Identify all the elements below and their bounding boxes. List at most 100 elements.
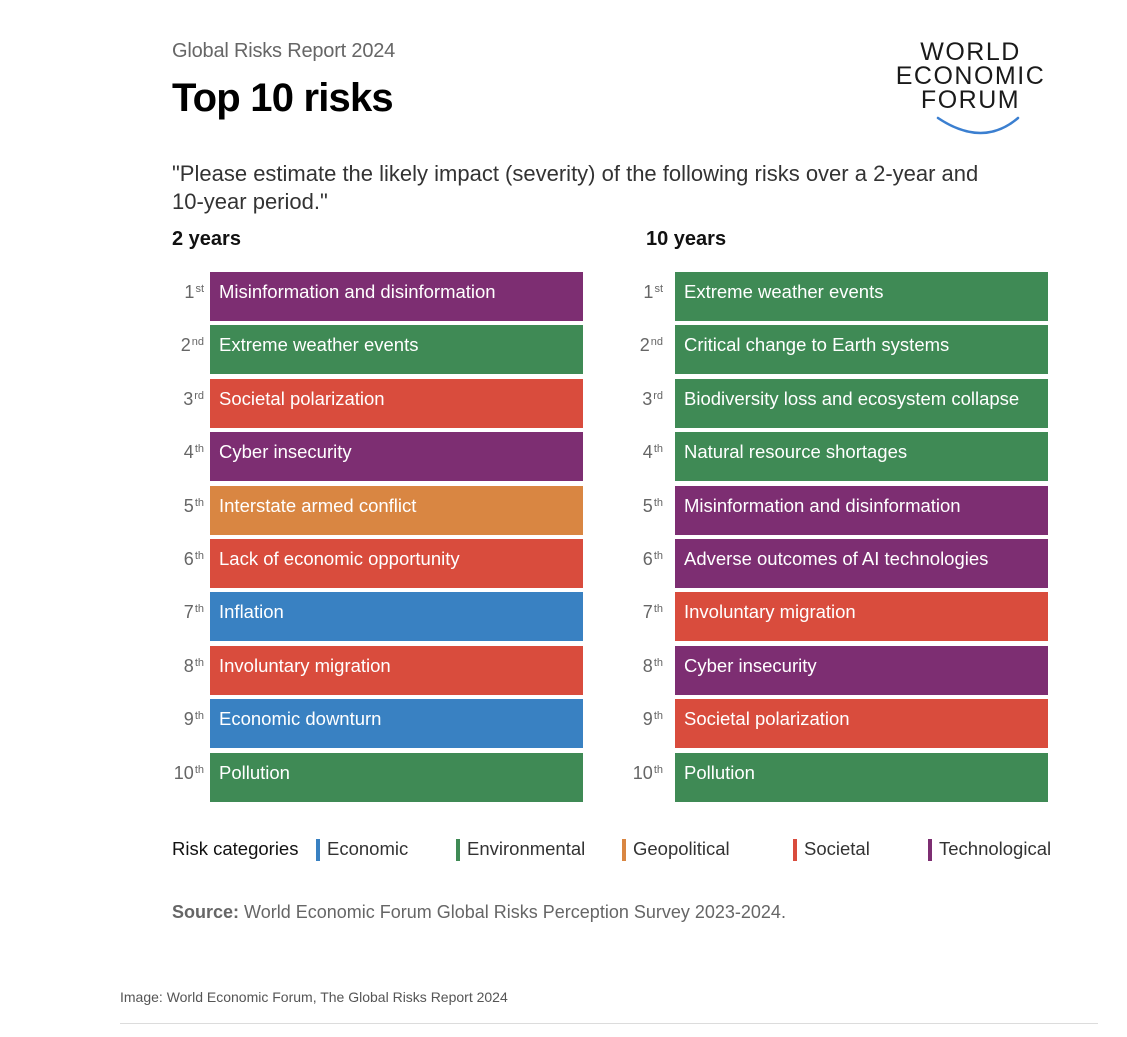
rank-suffix: st: [654, 283, 663, 295]
legend-label: Risk categories: [172, 838, 299, 859]
rank-suffix: rd: [194, 389, 204, 402]
legend-swatch: [456, 839, 460, 861]
rank-label: 8th: [631, 656, 663, 677]
risk-row: 8th Involuntary migration: [172, 645, 584, 695]
rank-label: 2nd: [172, 335, 204, 356]
legend-text: Geopolitical: [633, 838, 730, 859]
risk-bar: Misinformation and disinformation: [210, 272, 583, 321]
rank-number: 1: [643, 282, 654, 302]
report-kicker: Global Risks Report 2024: [172, 40, 396, 62]
risk-row: 1st Extreme weather events: [637, 272, 1049, 321]
rank-number: 8: [642, 655, 653, 676]
rank-suffix: th: [653, 496, 663, 509]
rank-label: 1st: [172, 282, 204, 303]
risk-list-2-years: 1st Misinformation and disinformation 2nd E…: [172, 272, 584, 806]
rank-label: 2nd: [631, 335, 663, 356]
risk-row: 1st Misinformation and disinformation: [172, 272, 584, 321]
risk-row: 7th Involuntary migration: [637, 592, 1049, 642]
logo-arc-icon: [936, 116, 1020, 135]
rank-suffix: th: [194, 710, 204, 723]
risk-label: Interstate armed conflict: [219, 494, 417, 516]
risk-row: 10th Pollution: [172, 752, 584, 802]
risk-row: 4th Natural resource shortages: [637, 432, 1049, 482]
risk-bar: Pollution: [675, 752, 1048, 802]
risk-label: Involuntary migration: [684, 601, 856, 623]
rank-suffix: th: [653, 443, 663, 456]
risk-row: 4th Cyber insecurity: [172, 432, 584, 482]
legend-text: Societal: [804, 838, 870, 859]
risk-row: 3rd Societal polarization: [172, 378, 584, 428]
legend-swatch: [928, 839, 932, 861]
legend-swatch: [793, 839, 797, 861]
logo-word-2: ECONOMIC: [895, 62, 1046, 90]
risk-bar: Extreme weather events: [675, 272, 1048, 321]
page-title: Top 10 risks: [172, 76, 394, 120]
risk-label: Natural resource shortages: [684, 441, 908, 463]
risk-label: Economic downturn: [219, 708, 382, 730]
risk-label: Pollution: [219, 761, 290, 783]
risk-label: Lack of economic opportunity: [219, 547, 460, 569]
rank-label: 7th: [631, 602, 663, 623]
rank-suffix: th: [653, 549, 663, 562]
legend-swatch: [316, 839, 320, 861]
rank-label: 5th: [631, 496, 663, 517]
risk-row: 8th Cyber insecurity: [637, 645, 1049, 695]
rank-suffix: th: [194, 549, 204, 562]
risk-row: 9th Societal polarization: [637, 699, 1049, 749]
rank-suffix: th: [194, 656, 204, 669]
rank-suffix: rd: [653, 389, 663, 402]
rank-label: 6th: [172, 549, 204, 570]
risk-bar: Societal polarization: [210, 378, 583, 428]
rank-suffix: th: [194, 763, 204, 776]
risk-bar: Inflation: [210, 592, 583, 642]
rank-label: 6th: [631, 549, 663, 570]
risk-bar: Economic downturn: [210, 699, 583, 749]
rank-label: 4th: [631, 442, 663, 463]
risk-bar: Involuntary migration: [675, 592, 1048, 642]
risk-label: Critical change to Earth systems: [684, 334, 950, 356]
image-credit: Image: World Economic Forum, The Global …: [120, 989, 508, 1005]
risk-bar: Extreme weather events: [210, 325, 583, 375]
wef-logo[interactable]: WORLD ECONOMIC FORUM: [888, 38, 1053, 136]
risk-bar: Natural resource shortages: [675, 432, 1048, 482]
risk-row: 5th Misinformation and disinformation: [637, 485, 1049, 535]
legend-text: Technological: [939, 838, 1052, 859]
rank-suffix: th: [194, 603, 204, 616]
rank-number: 4: [642, 442, 653, 463]
risk-bar: Misinformation and disinformation: [675, 485, 1048, 535]
risk-row: 3rd Biodiversity loss and ecosystem colla…: [637, 378, 1049, 428]
risk-label: Extreme weather events: [219, 334, 419, 356]
rank-label: 10th: [631, 763, 663, 784]
risk-bar: Cyber insecurity: [675, 645, 1048, 695]
legend-text: Economic: [327, 838, 409, 859]
rank-suffix: th: [653, 656, 663, 669]
rank-number: 9: [183, 709, 194, 730]
risk-row: 6th Adverse outcomes of AI technologies: [637, 538, 1049, 588]
rank-number: 5: [642, 495, 653, 516]
risk-label: Biodiversity loss and ecosystem collapse: [684, 387, 1020, 409]
risk-label: Misinformation and disinformation: [684, 494, 961, 516]
rank-suffix: st: [195, 283, 204, 295]
rank-label: 8th: [172, 656, 204, 677]
rank-label: 3rd: [631, 389, 663, 410]
risk-label: Adverse outcomes of AI technologies: [684, 547, 989, 569]
risk-bar: Lack of economic opportunity: [210, 538, 583, 588]
risk-label: Inflation: [219, 601, 284, 623]
rank-number: 2: [180, 335, 191, 356]
risk-list-10-years: 1st Extreme weather events 2nd Critical cha…: [633, 272, 1049, 806]
source-note: Source: World Economic Forum Global Risk…: [172, 902, 786, 923]
risk-bar: Societal polarization: [675, 699, 1048, 749]
divider: [120, 1023, 1098, 1024]
rank-number: 9: [642, 709, 653, 730]
risk-row: 10th Pollution: [633, 752, 1049, 802]
rank-number: 4: [183, 442, 194, 463]
survey-question: "Please estimate the likely impact (seve…: [172, 161, 979, 214]
rank-label: 10th: [172, 763, 204, 784]
risk-row: 7th Inflation: [172, 592, 584, 642]
rank-suffix: th: [653, 603, 663, 616]
risk-row: 9th Economic downturn: [172, 699, 584, 749]
rank-number: 3: [183, 388, 194, 409]
risk-row: 6th Lack of economic opportunity: [172, 538, 584, 588]
risk-bar: Pollution: [210, 752, 583, 802]
risk-label: Cyber insecurity: [684, 654, 817, 676]
